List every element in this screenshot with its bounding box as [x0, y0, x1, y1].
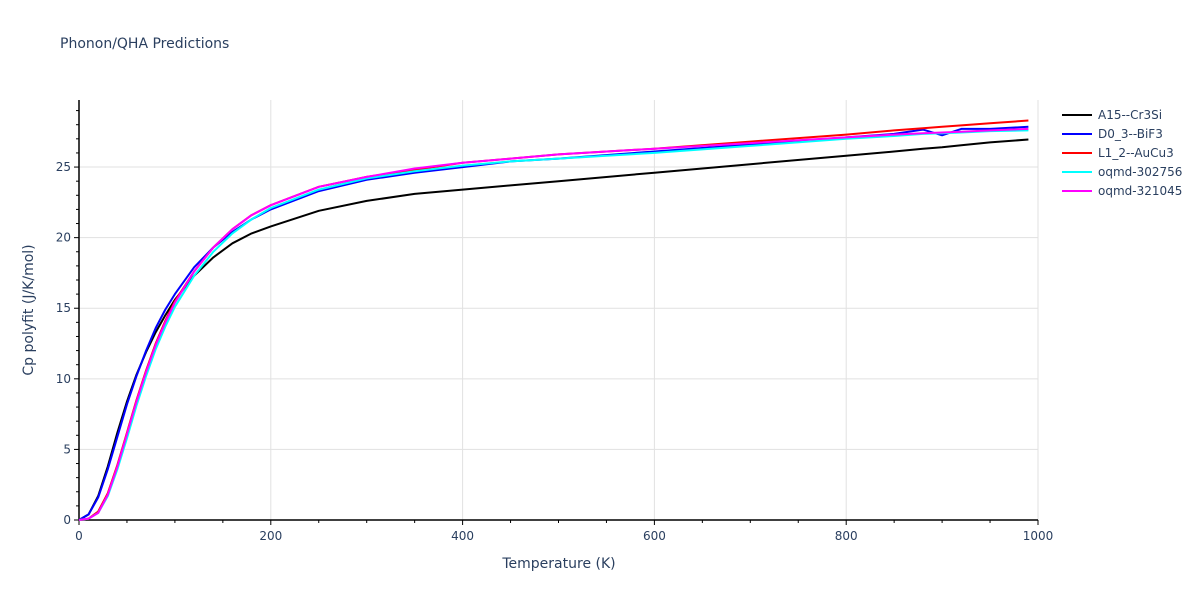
legend-item[interactable]: oqmd-302756 [1062, 165, 1182, 179]
legend-label: L1_2--AuCu3 [1098, 146, 1174, 160]
legend-item[interactable]: L1_2--AuCu3 [1062, 146, 1174, 160]
x-tick-label: 600 [643, 529, 666, 543]
x-tick-label: 1000 [1023, 529, 1054, 543]
x-tick-label: 200 [259, 529, 282, 543]
legend-item[interactable]: A15--Cr3Si [1062, 108, 1162, 122]
x-axis-title: Temperature (K) [501, 556, 615, 572]
data-series [78, 119, 1029, 521]
grid-lines [79, 100, 1039, 520]
legend-label: D0_3--BiF3 [1098, 127, 1163, 141]
series-line-oqmd-321045 [78, 127, 1029, 521]
x-tick-label: 0 [75, 529, 83, 543]
series-line-d0-3-bif3 [78, 125, 1029, 521]
legend-label: oqmd-321045 [1098, 184, 1182, 198]
y-tick-label: 5 [63, 442, 71, 456]
y-tick-label: 0 [63, 513, 71, 527]
series-line-oqmd-302756 [78, 129, 1029, 521]
y-tick-label: 25 [56, 160, 71, 174]
x-tick-label: 400 [451, 529, 474, 543]
series-line-l1-2-aucu3 [78, 119, 1029, 521]
y-axis-title: Cp polyfit (J/K/mol) [21, 244, 37, 375]
y-tick-label: 15 [56, 301, 71, 315]
series-line-a15-cr3si [78, 138, 1029, 521]
y-tick-label: 10 [56, 372, 71, 386]
legend-item[interactable]: D0_3--BiF3 [1062, 127, 1163, 141]
chart-title: Phonon/QHA Predictions [60, 36, 230, 52]
legend-label: A15--Cr3Si [1098, 108, 1162, 122]
x-tick-label: 800 [835, 529, 858, 543]
legend-item[interactable]: oqmd-321045 [1062, 184, 1182, 198]
y-tick-label: 20 [56, 231, 71, 245]
legend[interactable]: A15--Cr3Si D0_3--BiF3 L1_2--AuCu3 oqmd-3027… [1062, 108, 1182, 198]
axes: 0 5 10 15 20 25 0 200 400 600 800 1000 [56, 100, 1054, 543]
legend-label: oqmd-302756 [1098, 165, 1182, 179]
